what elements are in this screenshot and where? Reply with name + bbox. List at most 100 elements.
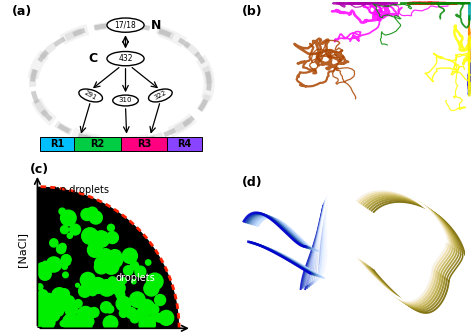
Circle shape: [155, 294, 165, 306]
Circle shape: [87, 207, 98, 218]
Circle shape: [44, 293, 54, 304]
Text: (c): (c): [29, 163, 49, 176]
Ellipse shape: [107, 52, 144, 66]
Circle shape: [59, 289, 70, 299]
FancyBboxPatch shape: [74, 137, 121, 151]
Circle shape: [81, 272, 95, 287]
Circle shape: [103, 316, 118, 330]
Text: N: N: [151, 19, 161, 31]
Text: R4: R4: [178, 139, 192, 149]
Circle shape: [95, 246, 100, 250]
Circle shape: [95, 256, 109, 271]
Circle shape: [149, 315, 156, 323]
Circle shape: [66, 315, 78, 326]
Circle shape: [67, 233, 73, 238]
Circle shape: [116, 290, 125, 299]
Circle shape: [36, 313, 47, 323]
Circle shape: [77, 307, 94, 323]
Circle shape: [129, 292, 145, 307]
Text: (d): (d): [242, 176, 262, 189]
Circle shape: [58, 291, 68, 300]
Circle shape: [107, 232, 118, 244]
Circle shape: [65, 260, 70, 265]
Text: 310: 310: [119, 97, 132, 104]
Circle shape: [140, 318, 145, 322]
Circle shape: [35, 293, 49, 308]
Circle shape: [104, 259, 119, 274]
Circle shape: [139, 316, 155, 332]
Circle shape: [46, 257, 62, 272]
Circle shape: [79, 285, 91, 297]
Circle shape: [126, 308, 137, 319]
Circle shape: [35, 308, 46, 319]
Circle shape: [43, 313, 54, 324]
Circle shape: [63, 314, 79, 331]
Circle shape: [130, 262, 138, 270]
Circle shape: [105, 260, 114, 269]
Circle shape: [82, 308, 91, 317]
Circle shape: [93, 231, 109, 247]
Circle shape: [42, 307, 50, 314]
Circle shape: [77, 313, 87, 323]
Circle shape: [108, 250, 122, 263]
Circle shape: [116, 296, 131, 311]
Circle shape: [64, 296, 74, 306]
Circle shape: [99, 280, 115, 296]
Circle shape: [47, 315, 55, 323]
Circle shape: [39, 296, 54, 312]
FancyBboxPatch shape: [121, 137, 167, 151]
Circle shape: [39, 268, 51, 280]
Circle shape: [61, 255, 71, 265]
Circle shape: [144, 281, 159, 296]
Circle shape: [90, 278, 106, 293]
Circle shape: [50, 239, 58, 247]
Circle shape: [82, 228, 98, 244]
Text: R1: R1: [50, 139, 64, 149]
Circle shape: [62, 264, 67, 269]
Circle shape: [120, 278, 127, 284]
Circle shape: [87, 324, 92, 329]
Circle shape: [88, 243, 102, 257]
Circle shape: [135, 266, 146, 277]
Text: R3: R3: [137, 139, 151, 149]
Circle shape: [61, 210, 76, 226]
Circle shape: [36, 292, 49, 306]
Circle shape: [38, 290, 48, 299]
Circle shape: [63, 272, 68, 278]
Circle shape: [132, 279, 136, 284]
Circle shape: [89, 211, 102, 224]
Circle shape: [121, 305, 126, 309]
Circle shape: [155, 314, 164, 322]
Circle shape: [41, 315, 55, 329]
FancyBboxPatch shape: [39, 137, 74, 151]
Circle shape: [61, 226, 69, 234]
Circle shape: [66, 314, 79, 327]
Circle shape: [43, 261, 47, 265]
Text: (a): (a): [12, 5, 32, 18]
Circle shape: [77, 318, 89, 330]
Circle shape: [34, 313, 46, 326]
Circle shape: [146, 273, 163, 290]
Circle shape: [88, 287, 97, 296]
Text: C: C: [89, 52, 98, 65]
Circle shape: [149, 305, 159, 315]
Circle shape: [119, 309, 128, 317]
Circle shape: [99, 249, 112, 262]
Circle shape: [84, 317, 94, 326]
Text: 291: 291: [83, 90, 98, 101]
Circle shape: [81, 209, 93, 220]
Circle shape: [89, 308, 99, 317]
Text: no droplets: no droplets: [54, 185, 109, 195]
Circle shape: [42, 320, 53, 331]
Ellipse shape: [79, 89, 102, 102]
Circle shape: [70, 224, 81, 235]
Circle shape: [90, 240, 96, 247]
Circle shape: [112, 281, 125, 295]
Polygon shape: [37, 187, 179, 328]
Text: 432: 432: [118, 54, 133, 63]
Circle shape: [56, 245, 66, 254]
Ellipse shape: [107, 18, 144, 32]
Circle shape: [57, 301, 67, 311]
Circle shape: [108, 277, 117, 286]
Circle shape: [34, 304, 45, 315]
